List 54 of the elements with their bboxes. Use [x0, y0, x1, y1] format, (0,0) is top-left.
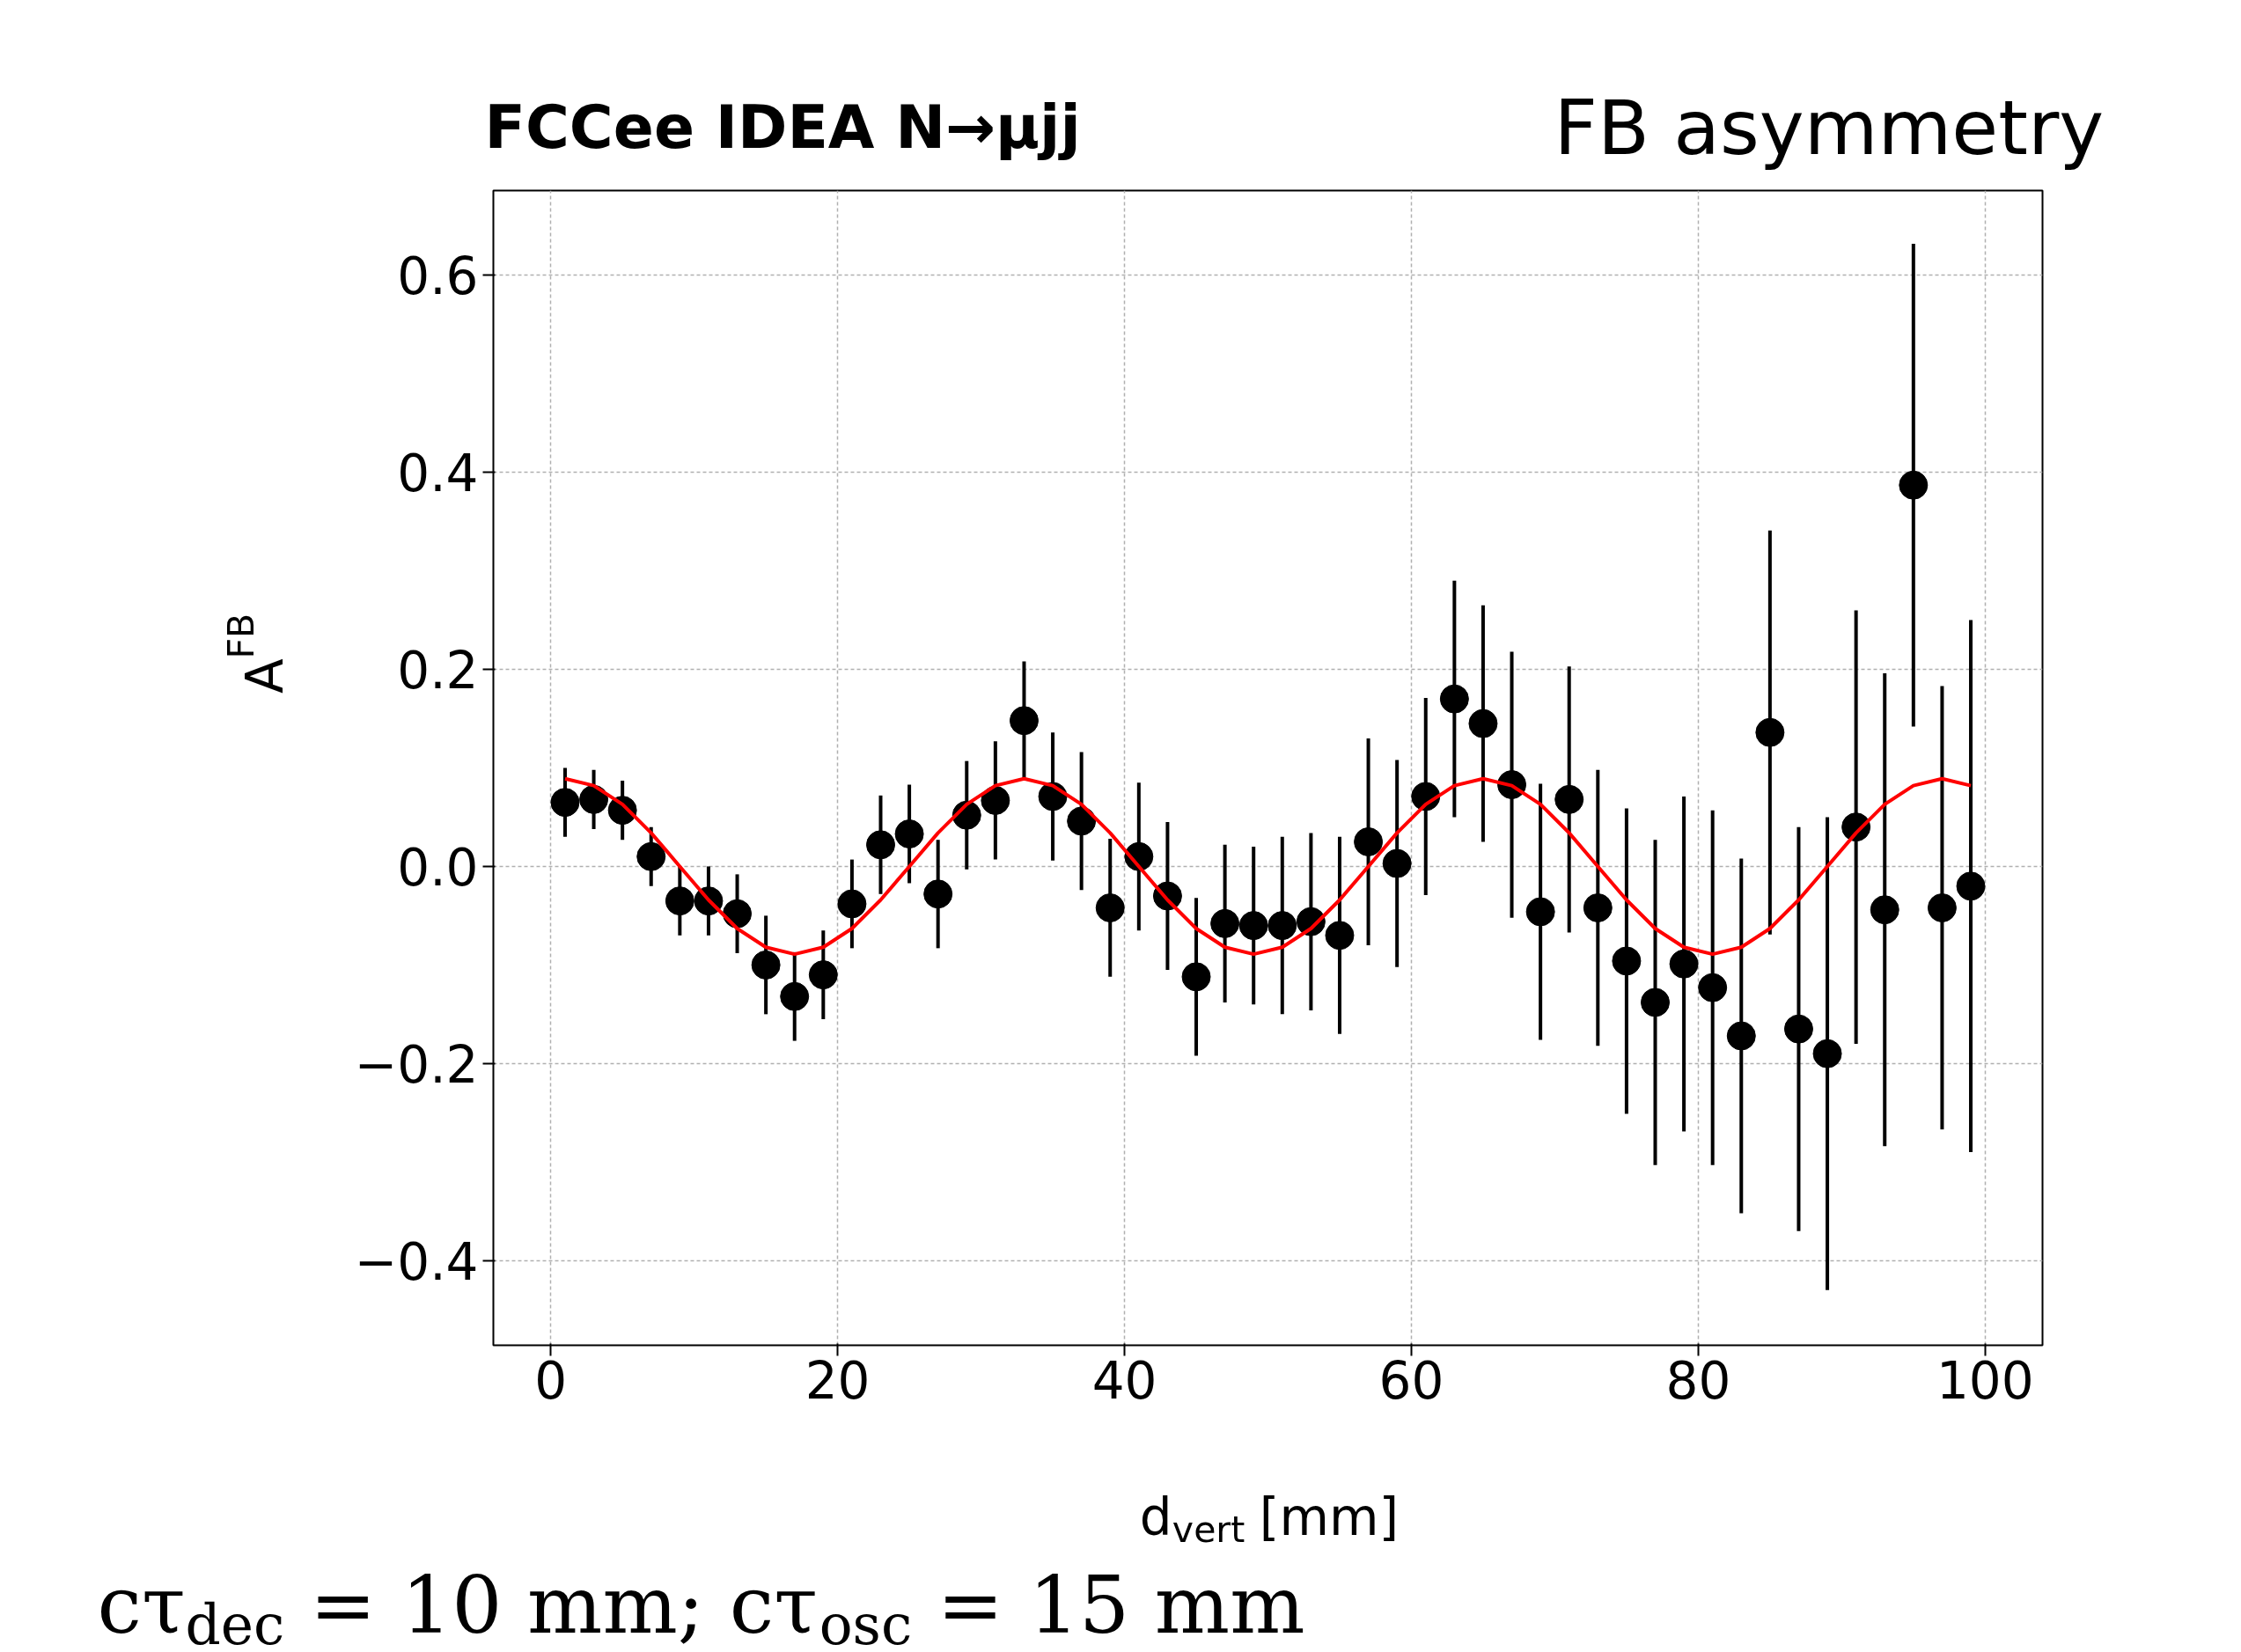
- point: [1009, 706, 1039, 736]
- y-tick-label: 0.6: [397, 246, 479, 307]
- x-tick-label: 60: [1378, 1350, 1444, 1411]
- point: [1325, 921, 1355, 951]
- point: [1669, 949, 1699, 979]
- point: [751, 950, 781, 980]
- point: [1067, 806, 1097, 836]
- y-tick-label: 0.2: [397, 641, 479, 701]
- point: [665, 886, 694, 916]
- point: [1870, 895, 1899, 925]
- text: FB asymmetry: [1554, 83, 2105, 172]
- point: [636, 841, 666, 871]
- y-tick-label: −0.2: [354, 1034, 479, 1095]
- y-tick-label: 0.0: [397, 837, 479, 898]
- point: [1612, 946, 1642, 976]
- point: [1812, 1039, 1842, 1068]
- point: [923, 879, 953, 909]
- point: [1698, 973, 1728, 1002]
- point: [1354, 826, 1384, 856]
- point: [1439, 684, 1469, 714]
- y-axis-title: AFB: [220, 613, 295, 694]
- chart-title: FCCee IDEA N→μjj: [484, 92, 1081, 162]
- y-tick-label: 0.4: [397, 444, 479, 504]
- point: [1554, 784, 1584, 814]
- point: [1525, 897, 1555, 927]
- point: [1181, 962, 1211, 992]
- point: [894, 819, 924, 848]
- point: [866, 830, 895, 860]
- point: [780, 981, 810, 1011]
- x-tick-label: 0: [534, 1350, 568, 1411]
- point: [1238, 911, 1268, 941]
- point: [837, 889, 867, 919]
- point: [1726, 1021, 1756, 1051]
- x-tick-label: 80: [1665, 1350, 1731, 1411]
- y-tick-label: −0.4: [354, 1231, 479, 1292]
- point: [1583, 892, 1613, 922]
- point: [1641, 988, 1670, 1017]
- point: [1899, 470, 1929, 500]
- x-tick-label: 40: [1091, 1350, 1157, 1411]
- point: [1755, 717, 1785, 747]
- point: [1382, 848, 1412, 878]
- point: [1783, 1014, 1813, 1044]
- point: [1956, 871, 1986, 901]
- line-series: [562, 776, 1973, 957]
- point: [1210, 908, 1240, 938]
- point: [1095, 892, 1125, 922]
- point: [1927, 892, 1957, 922]
- point: [1267, 911, 1297, 941]
- x-tick-label: 20: [805, 1350, 871, 1411]
- point: [1468, 709, 1498, 738]
- point: [981, 785, 1010, 815]
- point: [808, 960, 838, 990]
- point: [550, 788, 580, 818]
- x-tick-label: 100: [1936, 1350, 2034, 1411]
